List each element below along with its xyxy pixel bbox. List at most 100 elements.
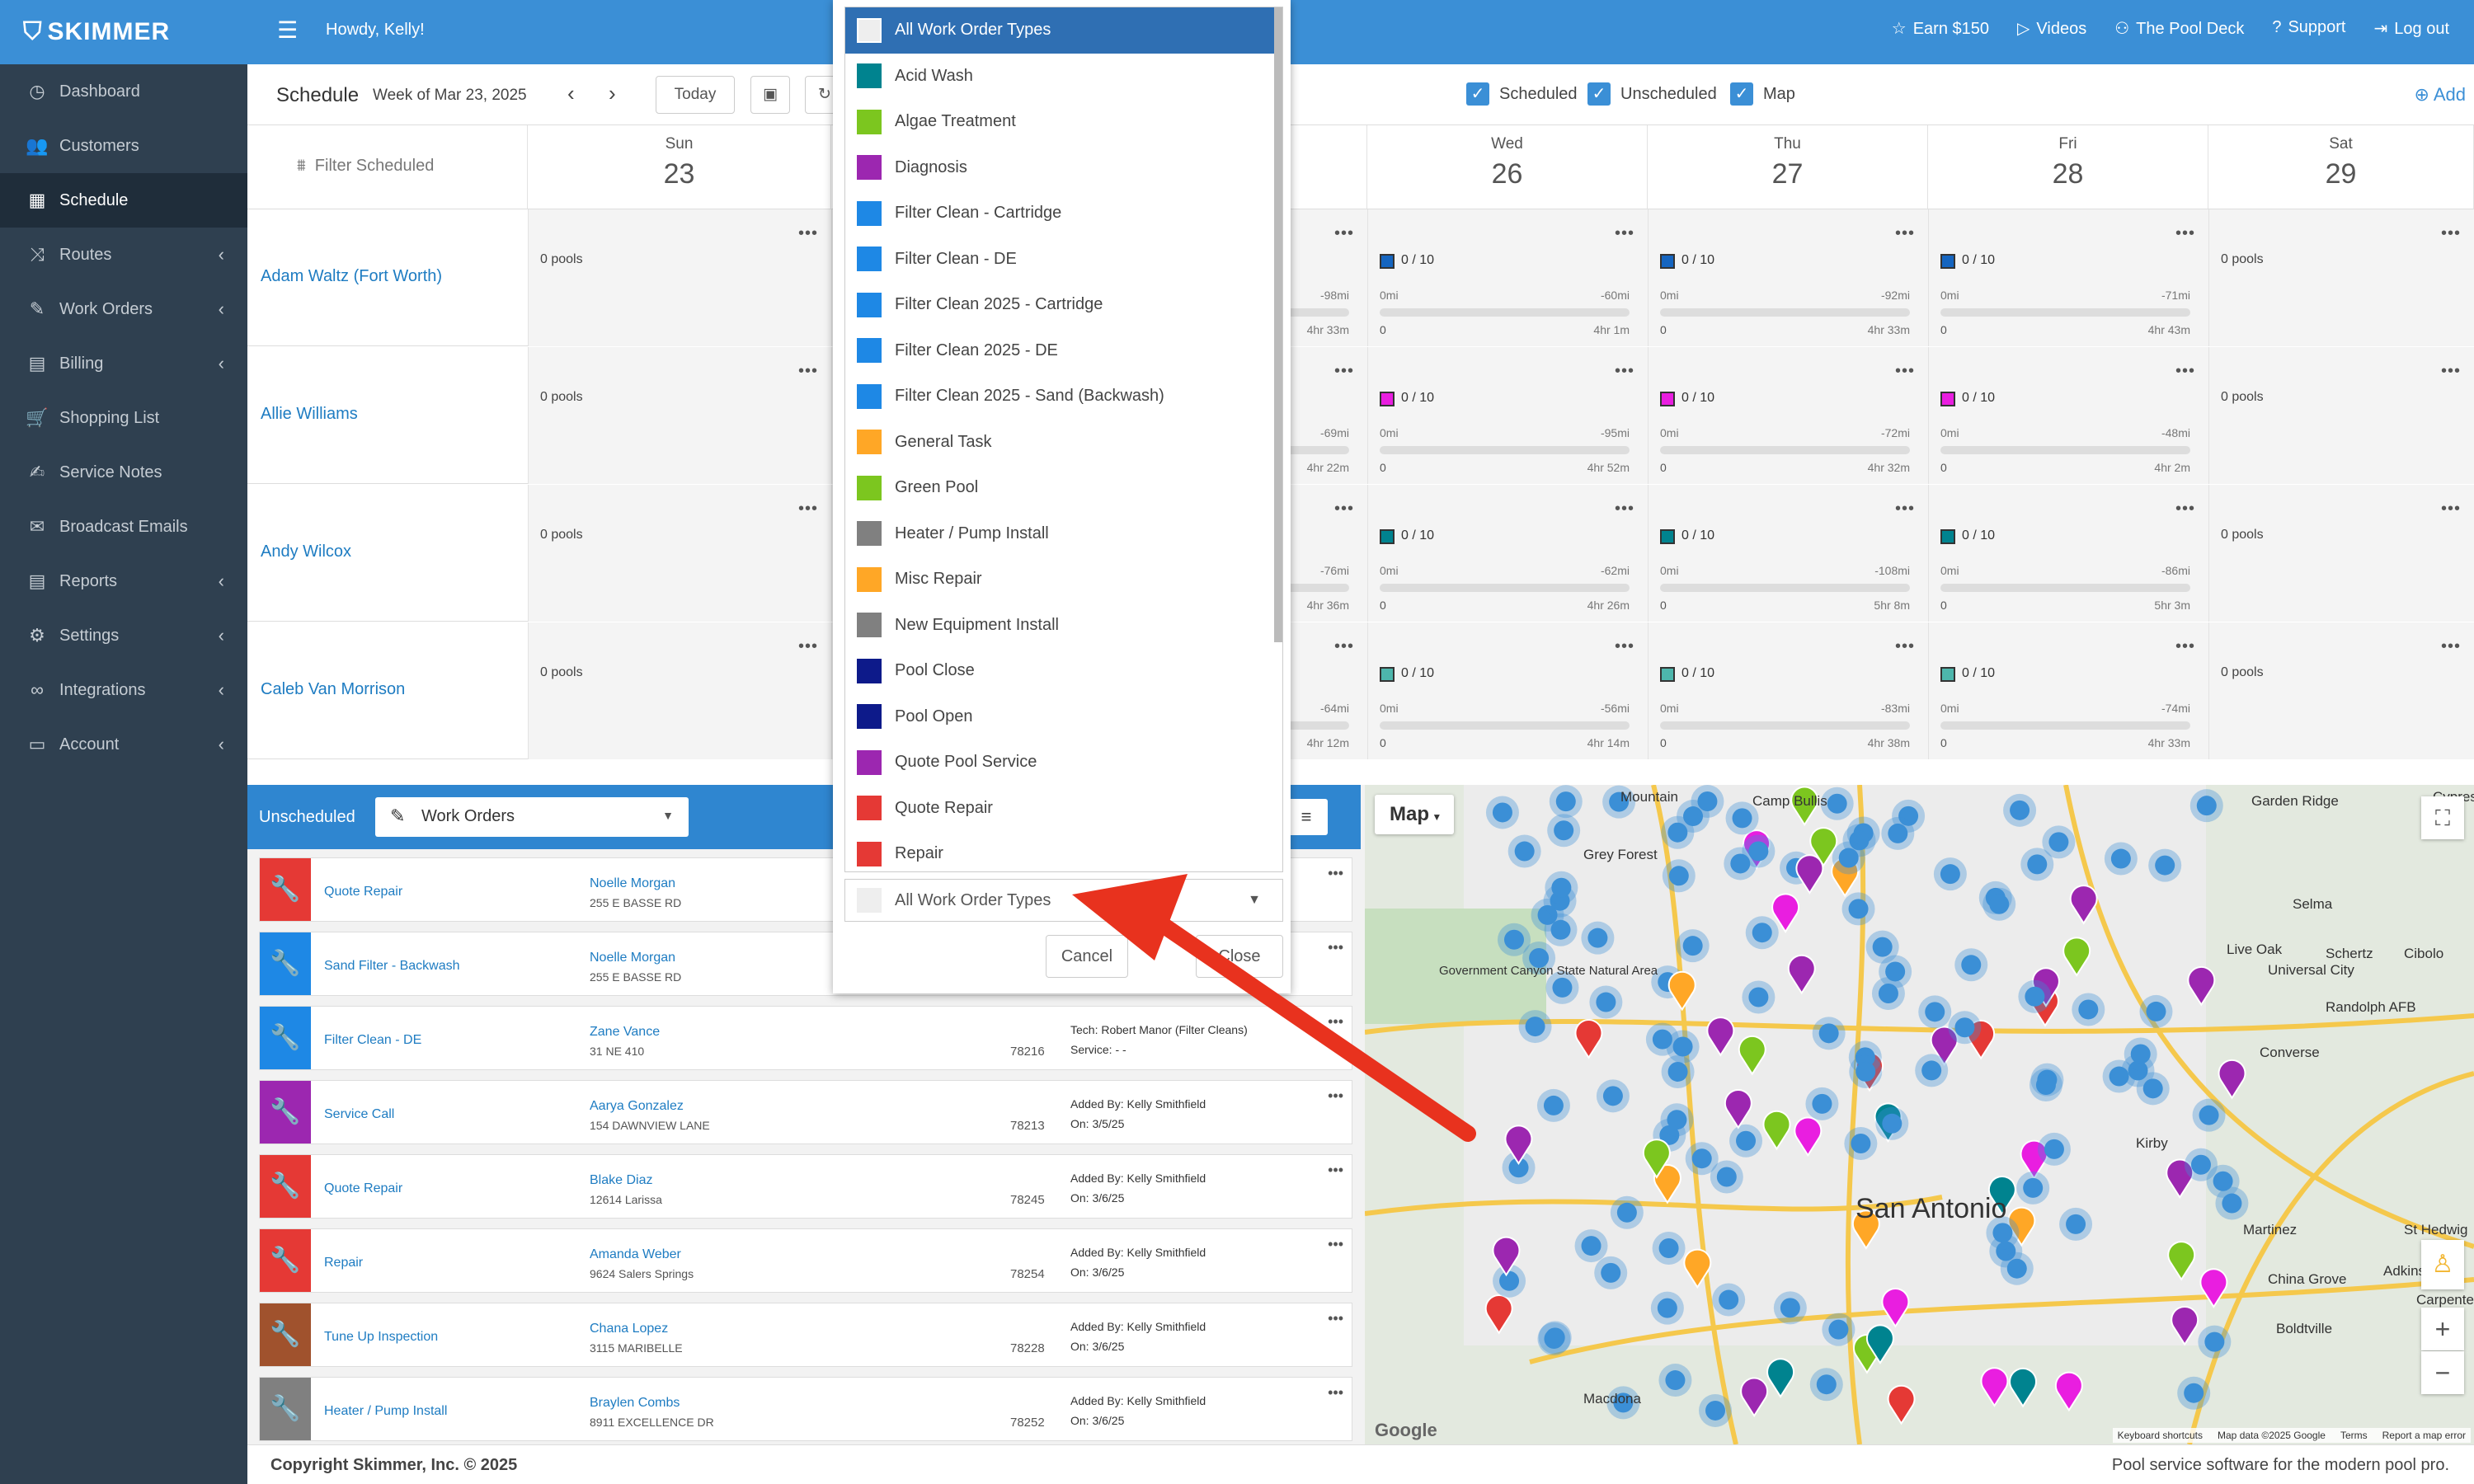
- cluster-marker[interactable]: [1652, 1029, 1672, 1050]
- top-link-log-out[interactable]: ⇥ Log out: [2374, 18, 2450, 39]
- customer-name[interactable]: Chana Lopez: [590, 1322, 669, 1336]
- cluster-marker[interactable]: [1587, 928, 1608, 948]
- cluster-marker[interactable]: [1736, 1130, 1757, 1151]
- work-order-type-option[interactable]: Quote Pool Service: [845, 740, 1282, 786]
- work-order-card[interactable]: 🔧 Service Call Aarya Gonzalez 154 DAWNVI…: [259, 1080, 1352, 1144]
- work-order-type-tile[interactable]: 🔧: [260, 1155, 311, 1218]
- cluster-marker[interactable]: [1529, 948, 1550, 969]
- unscheduled-checkbox[interactable]: ✓ Unscheduled: [1587, 82, 1717, 106]
- route-cell[interactable]: 0 / 10 ••• 0mi -83mi 0 4hr 38m: [1648, 622, 1928, 759]
- route-cell[interactable]: 0 / 10 ••• 0mi -86mi 0 5hr 3m: [1928, 485, 2208, 622]
- cluster-marker[interactable]: [1657, 1298, 1677, 1318]
- sidebar-item-shopping-list[interactable]: 🛒 Shopping List: [0, 391, 247, 445]
- map-pin[interactable]: [1706, 1017, 1735, 1057]
- day-cell[interactable]: 0 pools •••: [528, 485, 831, 622]
- map-pin[interactable]: [2218, 1059, 2246, 1100]
- more-icon[interactable]: •••: [1328, 1236, 1343, 1252]
- cluster-marker[interactable]: [1544, 1328, 1564, 1349]
- more-icon[interactable]: •••: [1333, 224, 1354, 242]
- zoom-in-button[interactable]: +: [2421, 1308, 2464, 1350]
- cluster-marker[interactable]: [1697, 791, 1718, 812]
- sidebar-item-reports[interactable]: ▤ Reports ‹: [0, 554, 247, 608]
- map-pin[interactable]: [1987, 1175, 2016, 1216]
- work-order-type-tile[interactable]: 🔧: [260, 932, 311, 995]
- map-pin[interactable]: [2166, 1158, 2194, 1200]
- more-icon[interactable]: •••: [1894, 362, 1915, 380]
- map-pin[interactable]: [1574, 1019, 1603, 1059]
- work-order-card[interactable]: 🔧 Heater / Pump Install Braylen Combs 89…: [259, 1377, 1352, 1441]
- work-order-type-select[interactable]: All Work Order Types ▼: [844, 879, 1283, 922]
- cluster-marker[interactable]: [1543, 1095, 1564, 1115]
- map-pin[interactable]: [2007, 1206, 2036, 1247]
- customer-name[interactable]: Zane Vance: [590, 1025, 661, 1039]
- more-icon[interactable]: •••: [2440, 637, 2461, 655]
- cluster-marker[interactable]: [1748, 841, 1769, 862]
- day-cell[interactable]: 0 pools •••: [528, 209, 831, 346]
- map-pin[interactable]: [1794, 1116, 1823, 1158]
- cluster-marker[interactable]: [1812, 1093, 1832, 1114]
- cluster-marker[interactable]: [2006, 1258, 2027, 1279]
- work-order-type-option[interactable]: Filter Clean - DE: [845, 237, 1282, 283]
- cluster-marker[interactable]: [1827, 793, 1847, 814]
- work-order-type-tile[interactable]: 🔧: [260, 1081, 311, 1144]
- day-cell[interactable]: 0 pools •••: [2208, 485, 2474, 622]
- cluster-marker[interactable]: [1554, 820, 1574, 841]
- cluster-marker[interactable]: [1921, 1060, 1942, 1081]
- cluster-marker[interactable]: [1616, 1202, 1637, 1223]
- cluster-marker[interactable]: [1855, 1047, 1875, 1068]
- map-pin[interactable]: [1484, 1294, 1513, 1335]
- more-icon[interactable]: •••: [1894, 500, 1915, 518]
- cluster-marker[interactable]: [2109, 1066, 2129, 1087]
- calendar-picker-button[interactable]: ▣: [750, 76, 790, 114]
- cluster-marker[interactable]: [2130, 1044, 2151, 1064]
- map-type-button[interactable]: Map ▼: [1375, 795, 1454, 834]
- customer-name[interactable]: Noelle Morgan: [590, 951, 676, 965]
- filter-scheduled-button[interactable]: ⩩ Filter Scheduled: [297, 157, 434, 176]
- work-order-type-option[interactable]: Filter Clean - Cartridge: [845, 190, 1282, 237]
- cluster-marker[interactable]: [1882, 1113, 1903, 1134]
- customer-name[interactable]: Blake Diaz: [590, 1173, 653, 1187]
- more-icon[interactable]: •••: [1328, 1087, 1343, 1104]
- route-cell[interactable]: 0 / 10 ••• 0mi -74mi 0 4hr 33m: [1928, 622, 2208, 759]
- work-order-type-tile[interactable]: 🔧: [260, 1229, 311, 1292]
- map-pin[interactable]: [1653, 1163, 1681, 1205]
- work-order-type[interactable]: Service Call: [324, 1107, 395, 1121]
- zoom-out-button[interactable]: −: [2421, 1351, 2464, 1394]
- sidebar-item-integrations[interactable]: ∞ Integrations ‹: [0, 663, 247, 717]
- cluster-marker[interactable]: [1849, 830, 1870, 851]
- sidebar-item-routes[interactable]: ⤨ Routes ‹: [0, 228, 247, 282]
- top-link-earn-150[interactable]: ☆ Earn $150: [1892, 18, 1989, 39]
- map-pin[interactable]: [2167, 1241, 2196, 1281]
- close-button[interactable]: Close: [1196, 935, 1283, 978]
- technician-name[interactable]: Adam Waltz (Fort Worth): [261, 267, 443, 285]
- cluster-marker[interactable]: [1537, 904, 1558, 925]
- day-cell[interactable]: 0 pools •••: [528, 347, 831, 484]
- more-icon[interactable]: •••: [1614, 500, 1634, 518]
- cluster-marker[interactable]: [1581, 1236, 1602, 1256]
- work-order-type-option[interactable]: Pool Open: [845, 694, 1282, 740]
- cluster-marker[interactable]: [1514, 841, 1535, 862]
- more-icon[interactable]: •••: [1614, 362, 1634, 380]
- work-order-type-tile[interactable]: 🔧: [260, 1378, 311, 1440]
- map-pin[interactable]: [2062, 937, 2091, 977]
- sidebar-item-customers[interactable]: 👥 Customers: [0, 119, 247, 173]
- work-order-type-option[interactable]: Diagnosis: [845, 145, 1282, 191]
- work-order-type[interactable]: Filter Clean - DE: [324, 1033, 422, 1047]
- cluster-marker[interactable]: [2066, 1214, 2086, 1234]
- customer-name[interactable]: Noelle Morgan: [590, 876, 676, 890]
- more-icon[interactable]: •••: [1894, 224, 1915, 242]
- prev-week-icon[interactable]: ‹: [567, 81, 575, 106]
- next-week-icon[interactable]: ›: [609, 81, 616, 106]
- more-icon[interactable]: •••: [1328, 1013, 1343, 1030]
- map-pin[interactable]: [2187, 965, 2216, 1007]
- cluster-marker[interactable]: [1659, 1125, 1680, 1145]
- work-order-type-option[interactable]: New Equipment Install: [845, 603, 1282, 649]
- work-order-type-option[interactable]: Acid Wash: [845, 54, 1282, 100]
- map-checkbox[interactable]: ✓ Map: [1730, 82, 1795, 106]
- cluster-marker[interactable]: [1691, 1148, 1712, 1169]
- map-pin[interactable]: [1787, 954, 1816, 995]
- top-link-the-pool-deck[interactable]: ⚇ The Pool Deck: [2114, 18, 2244, 39]
- cluster-marker[interactable]: [1503, 929, 1524, 950]
- map-pin[interactable]: [1762, 1110, 1791, 1151]
- cluster-marker[interactable]: [1872, 937, 1893, 957]
